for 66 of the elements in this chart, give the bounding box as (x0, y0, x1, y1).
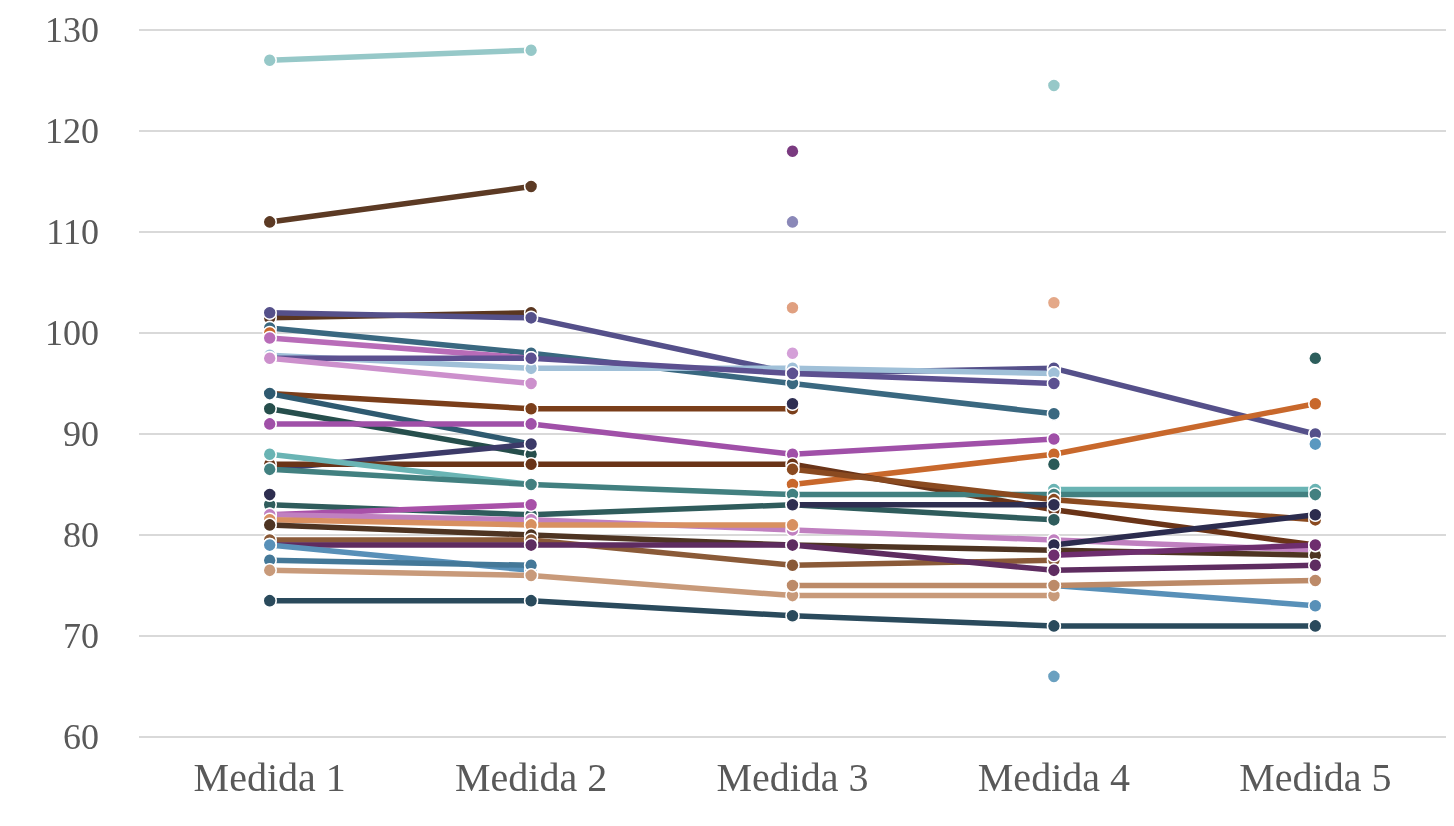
point (523, 497, 539, 512)
point (1308, 487, 1323, 502)
point (523, 310, 539, 326)
y-tick-label: 70 (63, 616, 99, 656)
point (523, 537, 539, 553)
x-tick-label: Medida 3 (716, 754, 869, 800)
point (1046, 618, 1062, 634)
point (1308, 598, 1323, 613)
y-tick-label: 60 (63, 717, 99, 757)
point (1046, 512, 1062, 528)
y-tick-label: 110 (46, 212, 99, 252)
point (785, 517, 800, 533)
point (1308, 618, 1323, 634)
y-tick-label: 100 (45, 313, 99, 353)
point (262, 517, 277, 533)
point (262, 593, 277, 608)
point (523, 457, 539, 472)
point (785, 143, 800, 159)
point (262, 214, 277, 230)
point (1308, 396, 1323, 411)
point (1046, 563, 1062, 578)
point (523, 593, 539, 608)
point (785, 214, 800, 230)
point (262, 416, 277, 432)
x-tick-label: Medida 1 (193, 754, 346, 800)
point (262, 305, 277, 321)
point (523, 401, 539, 416)
point (1308, 573, 1323, 588)
point (1308, 558, 1323, 573)
point (262, 487, 277, 502)
point (1046, 431, 1062, 447)
y-tick-label: 130 (45, 10, 99, 50)
y-tick-label: 80 (63, 515, 99, 555)
point (1308, 351, 1323, 366)
point (785, 578, 800, 593)
point (523, 568, 539, 583)
point (1046, 669, 1062, 684)
point (1046, 376, 1062, 391)
y-tick-label: 90 (63, 414, 99, 454)
point (1046, 295, 1062, 310)
y-tick-label: 120 (45, 111, 99, 151)
point (1046, 497, 1062, 512)
point (785, 300, 800, 315)
point (262, 53, 277, 68)
point (523, 416, 539, 432)
point (262, 330, 277, 346)
point (1308, 436, 1323, 452)
point (262, 446, 277, 462)
point (523, 376, 539, 391)
point (785, 345, 800, 361)
point (1046, 78, 1062, 93)
point (1046, 547, 1062, 563)
point (785, 608, 800, 624)
point (1046, 457, 1062, 472)
x-tick-label: Medida 2 (455, 754, 608, 800)
x-tick-label: Medida 5 (1239, 754, 1392, 800)
point (1046, 406, 1062, 422)
point (523, 42, 539, 58)
point (785, 462, 800, 477)
point (262, 401, 277, 416)
point (523, 179, 539, 194)
point (785, 396, 800, 411)
x-tick-label: Medida 4 (977, 754, 1130, 800)
point (1308, 507, 1323, 523)
point (785, 558, 800, 573)
point (262, 563, 277, 578)
